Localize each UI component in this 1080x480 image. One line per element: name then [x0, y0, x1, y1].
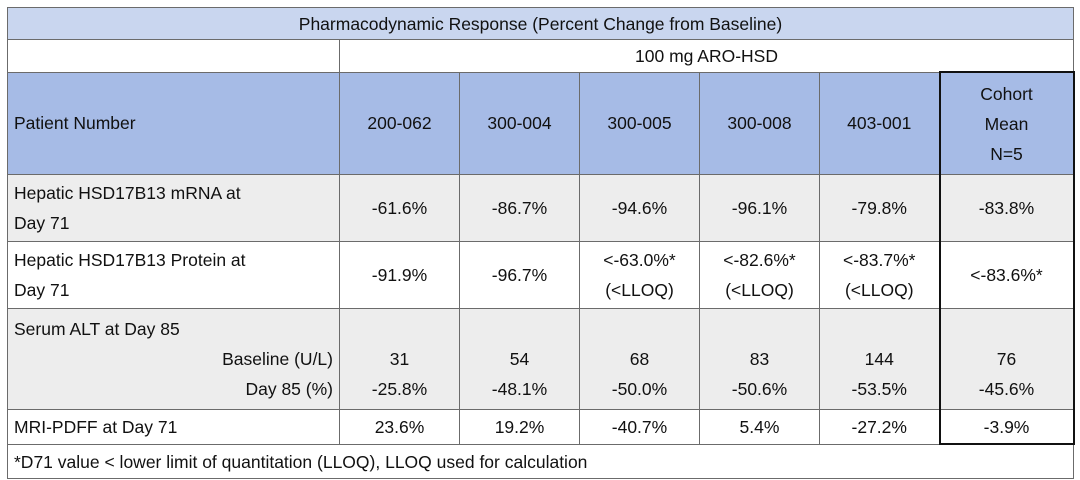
- table-cell: 31 -25.8%: [339, 308, 460, 410]
- table-cell: -96.1%: [699, 174, 820, 242]
- table-cell: 83 -50.6%: [699, 308, 820, 410]
- alt-baseline-value: 31: [389, 349, 410, 369]
- cell-value: <-83.7%*: [843, 250, 916, 270]
- table-footnote: *D71 value < lower limit of quantitation…: [6, 443, 1075, 479]
- alt-baseline-value: 54: [509, 349, 530, 369]
- row-label-line: Day 71: [14, 280, 70, 300]
- patient-header: 300-008: [699, 71, 820, 175]
- table-cell: -94.6%: [579, 174, 700, 242]
- table-cell-lloq: <-82.6%* (<LLOQ): [699, 241, 820, 309]
- table-cell: 5.4%: [699, 409, 820, 445]
- table-cell: -86.7%: [459, 174, 580, 242]
- patient-header: 403-001: [819, 71, 940, 175]
- alt-baseline-value: 144: [864, 349, 894, 369]
- cohort-mean-cell: <-83.6%*: [938, 241, 1075, 309]
- cell-note: (<LLOQ): [605, 280, 674, 300]
- row-label-mrna: Hepatic HSD17B13 mRNA at Day 71: [7, 174, 340, 242]
- row-label-line: Hepatic HSD17B13 mRNA at: [14, 183, 241, 203]
- alt-baseline-value: 68: [629, 349, 650, 369]
- row-label-line: Hepatic HSD17B13 Protein at: [14, 250, 246, 270]
- row-label-alt: Serum ALT at Day 85 Baseline (U/L) Day 8…: [7, 308, 340, 410]
- cohort-mean-header-line: Cohort: [980, 83, 1033, 104]
- dose-label-spacer: [7, 39, 340, 73]
- patient-header: 200-062: [339, 71, 460, 175]
- alt-baseline-value: 83: [749, 349, 770, 369]
- cell-value: <-82.6%*: [723, 250, 796, 270]
- cell-value: <-63.0%*: [603, 250, 676, 270]
- alt-day85-mean: -45.6%: [978, 379, 1035, 399]
- alt-day85-value: -50.6%: [731, 379, 788, 399]
- alt-day85-value: -50.0%: [611, 379, 668, 399]
- table-cell: -91.9%: [339, 241, 460, 309]
- table-cell: 19.2%: [459, 409, 580, 445]
- table-cell: 54 -48.1%: [459, 308, 580, 410]
- row-label-protein: Hepatic HSD17B13 Protein at Day 71: [7, 241, 340, 309]
- table-cell-lloq: <-83.7%* (<LLOQ): [819, 241, 940, 309]
- cohort-mean-cell: 76 -45.6%: [938, 308, 1075, 410]
- table-cell: -79.8%: [819, 174, 940, 242]
- table-cell: -27.2%: [819, 409, 940, 445]
- cell-note: (<LLOQ): [844, 280, 914, 300]
- row-label-line: Serum ALT at Day 85: [14, 319, 180, 339]
- cohort-mean-cell: -3.9%: [938, 409, 1075, 445]
- table-cell: -61.6%: [339, 174, 460, 242]
- alt-day85-value: -25.8%: [371, 379, 428, 399]
- alt-day85-value: -48.1%: [491, 379, 548, 399]
- table-title: Pharmacodynamic Response (Percent Change…: [6, 7, 1075, 40]
- table-cell-lloq: <-63.0%* (<LLOQ): [579, 241, 700, 309]
- table-cell: 144 -53.5%: [819, 308, 940, 410]
- alt-baseline-mean: 76: [996, 349, 1017, 369]
- cohort-mean-header-line: Mean: [984, 113, 1029, 134]
- cohort-mean-cell: -83.8%: [938, 174, 1075, 242]
- row-sublabel-baseline: Baseline (U/L): [222, 349, 333, 369]
- row-sublabel-day85: Day 85 (%): [245, 379, 333, 399]
- dose-group-label: 100 mg ARO-HSD: [338, 39, 1075, 73]
- cohort-mean-header: Cohort Mean N=5: [938, 71, 1075, 175]
- patient-number-header: Patient Number: [7, 71, 340, 175]
- table-cell: 68 -50.0%: [579, 308, 700, 410]
- table-cell: 23.6%: [339, 409, 460, 445]
- pharmacodynamic-response-table: Pharmacodynamic Response (Percent Change…: [6, 7, 1075, 479]
- alt-day85-value: -53.5%: [851, 379, 907, 399]
- table-cell: -40.7%: [579, 409, 700, 445]
- patient-header: 300-004: [459, 71, 580, 175]
- row-label-line: Day 71: [14, 213, 70, 233]
- table-cell: -96.7%: [459, 241, 580, 309]
- cohort-mean-header-line: N=5: [990, 143, 1023, 164]
- patient-header: 300-005: [579, 71, 700, 175]
- cell-note: (<LLOQ): [725, 280, 794, 300]
- row-label-mri: MRI-PDFF at Day 71: [7, 409, 340, 445]
